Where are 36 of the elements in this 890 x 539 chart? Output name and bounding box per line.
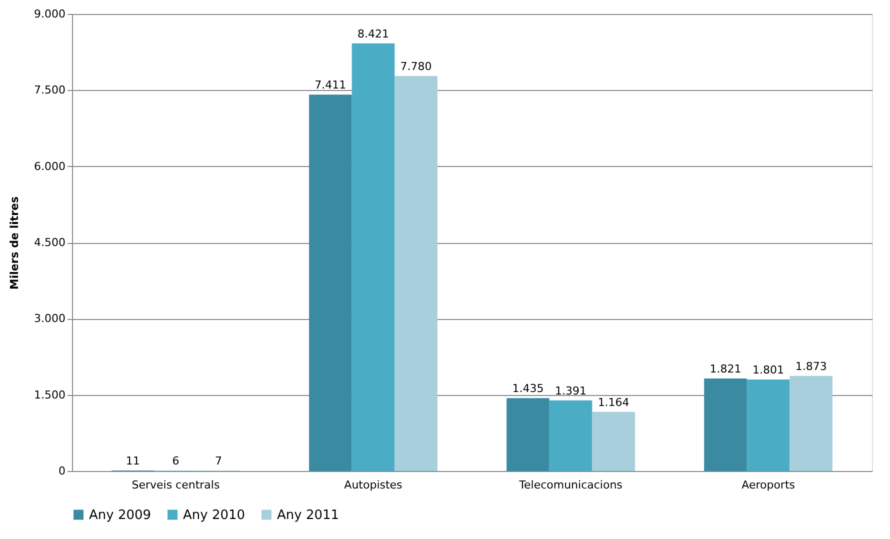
data-label: 11 <box>126 454 140 468</box>
data-label: 1.435 <box>512 382 544 396</box>
data-label: 8.421 <box>357 27 389 40</box>
x-tick-label: Aeroports <box>742 478 796 492</box>
y-tick-label: 6.000 <box>34 160 66 173</box>
bar <box>592 412 635 471</box>
x-tick-label: Serveis centrals <box>132 478 220 492</box>
y-tick-label: 9.000 <box>34 8 66 20</box>
x-tick-label: Telecomunicacions <box>518 478 623 492</box>
data-label: 6 <box>172 454 180 468</box>
bar <box>394 76 438 471</box>
bar <box>746 380 790 471</box>
data-label: 1.873 <box>795 360 827 373</box>
data-label: 7.780 <box>400 60 432 73</box>
bar <box>352 43 395 471</box>
legend-label: Any 2010 <box>183 508 246 523</box>
bar <box>704 378 747 471</box>
y-tick-label: 7.500 <box>34 84 66 97</box>
y-tick-label: 3.000 <box>34 312 66 326</box>
bar <box>549 400 592 471</box>
data-label: 7.411 <box>314 78 346 92</box>
data-label: 1.391 <box>555 384 587 398</box>
x-tick-label: Autopistes <box>344 478 403 492</box>
data-label: 1.821 <box>710 362 742 376</box>
bar <box>506 398 550 471</box>
bar <box>309 94 352 471</box>
data-label: 7 <box>215 454 222 468</box>
bar <box>790 376 832 471</box>
legend-label: Any 2009 <box>89 508 152 523</box>
data-label: 1.801 <box>752 364 784 377</box>
y-tick-label: 1.500 <box>34 388 66 402</box>
y-tick-label: 4.500 <box>34 236 66 249</box>
data-label: 1.164 <box>598 396 630 409</box>
y-tick-label: 0 <box>58 464 66 478</box>
legend-label: Any 2011 <box>277 508 340 523</box>
y-axis-title: Milers de litres <box>8 196 22 290</box>
